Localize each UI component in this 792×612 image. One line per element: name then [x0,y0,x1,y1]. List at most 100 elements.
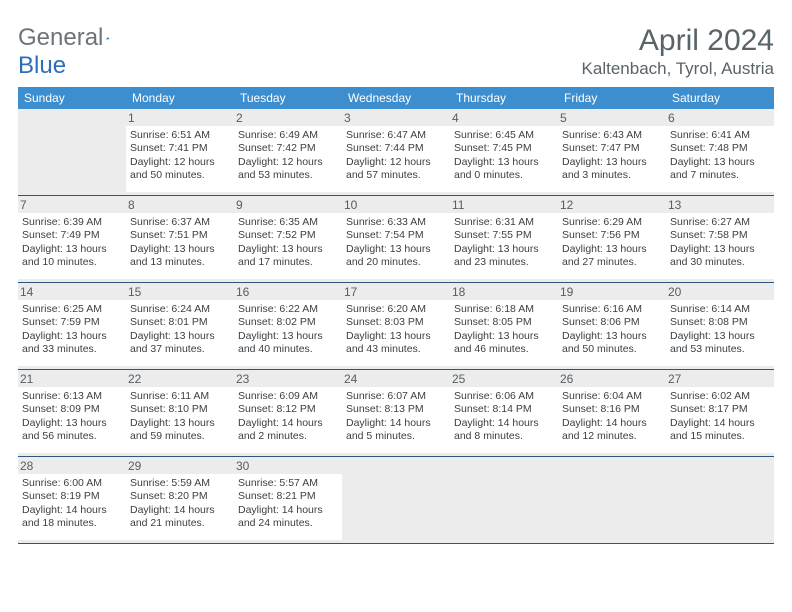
daylight-line: Daylight: 13 hours and 23 minutes. [454,243,554,270]
title-block: April 2024 Kaltenbach, Tyrol, Austria [582,24,774,79]
daylight-line: Daylight: 13 hours and 40 minutes. [238,330,338,357]
day-body: Sunrise: 6:49 AMSunset: 7:42 PMDaylight:… [234,126,342,192]
day-number: 28 [18,457,126,474]
sunset-line: Sunset: 8:17 PM [670,403,770,416]
sunset-line: Sunset: 7:49 PM [22,229,122,242]
daylight-line: Daylight: 14 hours and 15 minutes. [670,417,770,444]
day-body: Sunrise: 6:00 AMSunset: 8:19 PMDaylight:… [18,474,126,540]
calendar-cell: 18Sunrise: 6:18 AMSunset: 8:05 PMDayligh… [450,283,558,369]
day-body: Sunrise: 6:45 AMSunset: 7:45 PMDaylight:… [450,126,558,192]
sunrise-line: Sunrise: 5:59 AM [130,477,230,490]
day-body: Sunrise: 6:18 AMSunset: 8:05 PMDaylight:… [450,300,558,366]
sunrise-line: Sunrise: 6:18 AM [454,303,554,316]
daylight-line: Daylight: 14 hours and 2 minutes. [238,417,338,444]
day-number: 22 [126,370,234,387]
calendar-cell: 10Sunrise: 6:33 AMSunset: 7:54 PMDayligh… [342,196,450,282]
sunset-line: Sunset: 8:21 PM [238,490,338,503]
calendar-cell: 7Sunrise: 6:39 AMSunset: 7:49 PMDaylight… [18,196,126,282]
daylight-line: Daylight: 14 hours and 18 minutes. [22,504,122,531]
day-body: Sunrise: 6:22 AMSunset: 8:02 PMDaylight:… [234,300,342,366]
dow-thursday: Thursday [450,87,558,109]
daylight-line: Daylight: 13 hours and 50 minutes. [562,330,662,357]
day-number: 26 [558,370,666,387]
day-number: 18 [450,283,558,300]
calendar-cell [666,457,774,543]
day-number: 2 [234,109,342,126]
day-number: 5 [558,109,666,126]
sunset-line: Sunset: 8:19 PM [22,490,122,503]
dow-saturday: Saturday [666,87,774,109]
day-number: 23 [234,370,342,387]
day-body-empty [450,474,558,540]
sunset-line: Sunset: 8:20 PM [130,490,230,503]
day-number: 9 [234,196,342,213]
sunrise-line: Sunrise: 6:02 AM [670,390,770,403]
sunset-line: Sunset: 7:42 PM [238,142,338,155]
day-number: 29 [126,457,234,474]
day-number: 7 [18,196,126,213]
sunrise-line: Sunrise: 6:31 AM [454,216,554,229]
sunset-line: Sunset: 8:05 PM [454,316,554,329]
logo-word-1: General [18,24,103,52]
sunrise-line: Sunrise: 6:29 AM [562,216,662,229]
daylight-line: Daylight: 14 hours and 24 minutes. [238,504,338,531]
daylight-line: Daylight: 13 hours and 30 minutes. [670,243,770,270]
day-body: Sunrise: 6:09 AMSunset: 8:12 PMDaylight:… [234,387,342,453]
sunset-line: Sunset: 8:06 PM [562,316,662,329]
day-number: 11 [450,196,558,213]
calendar-cell [558,457,666,543]
sunrise-line: Sunrise: 6:51 AM [130,129,230,142]
day-body: Sunrise: 6:35 AMSunset: 7:52 PMDaylight:… [234,213,342,279]
day-body: Sunrise: 6:13 AMSunset: 8:09 PMDaylight:… [18,387,126,453]
day-body: Sunrise: 6:25 AMSunset: 7:59 PMDaylight:… [18,300,126,366]
day-body: Sunrise: 5:59 AMSunset: 8:20 PMDaylight:… [126,474,234,540]
calendar-cell: 17Sunrise: 6:20 AMSunset: 8:03 PMDayligh… [342,283,450,369]
sunrise-line: Sunrise: 6:20 AM [346,303,446,316]
day-number: 21 [18,370,126,387]
calendar-cell: 1Sunrise: 6:51 AMSunset: 7:41 PMDaylight… [126,109,234,195]
day-body: Sunrise: 6:20 AMSunset: 8:03 PMDaylight:… [342,300,450,366]
day-body: Sunrise: 6:27 AMSunset: 7:58 PMDaylight:… [666,213,774,279]
daylight-line: Daylight: 13 hours and 0 minutes. [454,156,554,183]
calendar-cell: 16Sunrise: 6:22 AMSunset: 8:02 PMDayligh… [234,283,342,369]
day-number: 1 [126,109,234,126]
calendar-cell: 20Sunrise: 6:14 AMSunset: 8:08 PMDayligh… [666,283,774,369]
day-number: 24 [342,370,450,387]
daylight-line: Daylight: 13 hours and 46 minutes. [454,330,554,357]
day-body: Sunrise: 6:06 AMSunset: 8:14 PMDaylight:… [450,387,558,453]
daylight-line: Daylight: 13 hours and 13 minutes. [130,243,230,270]
week-row: 7 Sunrise: 6:39 AMSunset: 7:49 PM Daylight… [18,196,774,283]
day-body: Sunrise: 6:04 AMSunset: 8:16 PMDaylight:… [558,387,666,453]
sunset-line: Sunset: 7:41 PM [130,142,230,155]
calendar-cell: 23Sunrise: 6:09 AMSunset: 8:12 PMDayligh… [234,370,342,456]
day-body: Sunrise: 6:41 AMSunset: 7:48 PMDaylight:… [666,126,774,192]
calendar-cell: 26Sunrise: 6:04 AMSunset: 8:16 PMDayligh… [558,370,666,456]
day-body: Sunrise: 6:43 AMSunset: 7:47 PMDaylight:… [558,126,666,192]
day-body: Sunrise: 6:02 AMSunset: 8:17 PMDaylight:… [666,387,774,453]
day-number: 8 [126,196,234,213]
day-number-empty [666,457,774,474]
week-row: 1 Sunrise: 6:51 AMSunset: 7:41 PM Daylight… [18,109,774,196]
calendar-cell: 4Sunrise: 6:45 AMSunset: 7:45 PMDaylight… [450,109,558,195]
sunrise-line: Sunrise: 5:57 AM [238,477,338,490]
day-number: 14 [18,283,126,300]
day-number: 6 [666,109,774,126]
logo-line2: Blue [18,52,66,80]
calendar-cell [450,457,558,543]
day-body: Sunrise: 6:29 AMSunset: 7:56 PMDaylight:… [558,213,666,279]
sunrise-line: Sunrise: 6:39 AM [22,216,122,229]
daylight-line: Daylight: 12 hours and 53 minutes. [238,156,338,183]
calendar-cell: 29Sunrise: 5:59 AMSunset: 8:20 PMDayligh… [126,457,234,543]
daylight-line: Daylight: 14 hours and 12 minutes. [562,417,662,444]
day-body-empty [18,126,126,192]
day-body-empty [558,474,666,540]
day-number: 13 [666,196,774,213]
sunset-line: Sunset: 7:55 PM [454,229,554,242]
daylight-line: Daylight: 13 hours and 20 minutes. [346,243,446,270]
sunrise-line: Sunrise: 6:13 AM [22,390,122,403]
daylight-line: Daylight: 13 hours and 27 minutes. [562,243,662,270]
location-subtitle: Kaltenbach, Tyrol, Austria [582,59,774,79]
sunrise-line: Sunrise: 6:09 AM [238,390,338,403]
sunset-line: Sunset: 8:12 PM [238,403,338,416]
day-body: Sunrise: 6:11 AMSunset: 8:10 PMDaylight:… [126,387,234,453]
